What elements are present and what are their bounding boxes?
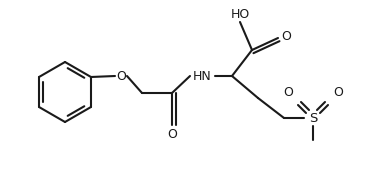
Text: O: O [116, 70, 126, 82]
Text: O: O [283, 86, 293, 98]
Text: HN: HN [193, 70, 212, 82]
Text: O: O [167, 128, 177, 141]
Text: HO: HO [230, 8, 250, 20]
Text: O: O [333, 86, 343, 98]
Text: O: O [281, 29, 291, 43]
Text: S: S [309, 112, 317, 125]
